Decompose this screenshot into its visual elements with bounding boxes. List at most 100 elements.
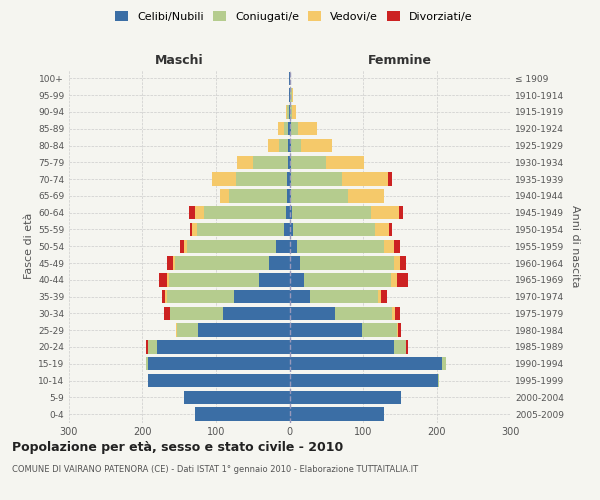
Bar — [253, 156, 288, 169]
Bar — [290, 256, 300, 270]
Bar — [399, 206, 403, 220]
Legend: Celibi/Nubili, Coniugati/e, Vedovi/e, Divorziati/e: Celibi/Nubili, Coniugati/e, Vedovi/e, Di… — [111, 6, 477, 26]
Bar — [289, 106, 290, 118]
Bar — [268, 139, 279, 152]
Bar — [289, 72, 290, 85]
Bar — [395, 306, 400, 320]
Bar — [292, 106, 296, 118]
Bar — [236, 172, 287, 186]
Bar — [284, 122, 288, 136]
Bar — [170, 306, 223, 320]
Bar — [335, 306, 392, 320]
Bar — [187, 240, 276, 253]
Bar — [148, 374, 290, 387]
Bar — [298, 122, 317, 136]
Bar — [279, 139, 288, 152]
Bar — [293, 223, 376, 236]
Bar — [326, 156, 364, 169]
Bar — [189, 206, 194, 220]
Bar — [197, 324, 290, 337]
Bar — [203, 206, 286, 220]
Bar — [290, 357, 442, 370]
Bar — [176, 324, 177, 337]
Bar — [287, 106, 289, 118]
Bar — [288, 156, 290, 169]
Bar — [276, 240, 290, 253]
Bar — [442, 357, 446, 370]
Bar — [300, 256, 394, 270]
Bar — [290, 206, 292, 220]
Bar — [301, 139, 332, 152]
Bar — [284, 223, 290, 236]
Bar — [212, 172, 236, 186]
Bar — [146, 357, 148, 370]
Bar — [398, 324, 401, 337]
Bar — [389, 223, 392, 236]
Bar — [197, 223, 284, 236]
Bar — [220, 189, 229, 202]
Bar — [362, 324, 397, 337]
Bar — [288, 139, 290, 152]
Bar — [158, 273, 167, 286]
Bar — [165, 290, 167, 304]
Bar — [289, 88, 290, 102]
Bar — [397, 324, 398, 337]
Bar — [290, 156, 291, 169]
Bar — [169, 273, 259, 286]
Bar — [391, 273, 397, 286]
Bar — [376, 223, 389, 236]
Bar — [397, 273, 408, 286]
Bar — [382, 290, 387, 304]
Y-axis label: Anni di nascita: Anni di nascita — [569, 205, 580, 288]
Bar — [438, 374, 439, 387]
Bar — [290, 390, 401, 404]
Bar — [291, 139, 301, 152]
Bar — [290, 408, 383, 421]
Bar — [297, 240, 383, 253]
Text: COMUNE DI VAIRANO PATENORA (CE) - Dati ISTAT 1° gennaio 2010 - Elaborazione TUTT: COMUNE DI VAIRANO PATENORA (CE) - Dati I… — [12, 465, 418, 474]
Bar — [291, 156, 326, 169]
Bar — [392, 306, 395, 320]
Bar — [290, 139, 291, 152]
Bar — [286, 106, 287, 118]
Bar — [290, 122, 291, 136]
Bar — [236, 156, 253, 169]
Text: Popolazione per età, sesso e stato civile - 2010: Popolazione per età, sesso e stato civil… — [12, 441, 343, 454]
Bar — [194, 206, 203, 220]
Bar — [157, 340, 290, 353]
Bar — [161, 290, 165, 304]
Bar — [388, 172, 392, 186]
Bar — [304, 273, 391, 286]
Bar — [290, 223, 293, 236]
Bar — [343, 172, 388, 186]
Bar — [286, 206, 290, 220]
Bar — [287, 172, 290, 186]
Bar — [278, 122, 284, 136]
Bar — [196, 408, 290, 421]
Bar — [394, 256, 400, 270]
Bar — [229, 189, 287, 202]
Bar — [291, 122, 298, 136]
Bar — [292, 206, 371, 220]
Bar — [394, 340, 406, 353]
Bar — [406, 340, 408, 353]
Bar — [167, 273, 169, 286]
Bar — [290, 240, 297, 253]
Bar — [290, 189, 291, 202]
Bar — [290, 340, 394, 353]
Bar — [287, 189, 290, 202]
Bar — [400, 256, 406, 270]
Bar — [290, 290, 310, 304]
Bar — [184, 390, 290, 404]
Bar — [290, 306, 335, 320]
Bar — [223, 306, 290, 320]
Bar — [177, 324, 197, 337]
Bar — [193, 223, 197, 236]
Bar — [259, 273, 290, 286]
Bar — [288, 122, 290, 136]
Bar — [164, 306, 170, 320]
Bar — [290, 273, 304, 286]
Bar — [394, 240, 400, 253]
Bar — [173, 256, 175, 270]
Bar — [292, 88, 293, 102]
